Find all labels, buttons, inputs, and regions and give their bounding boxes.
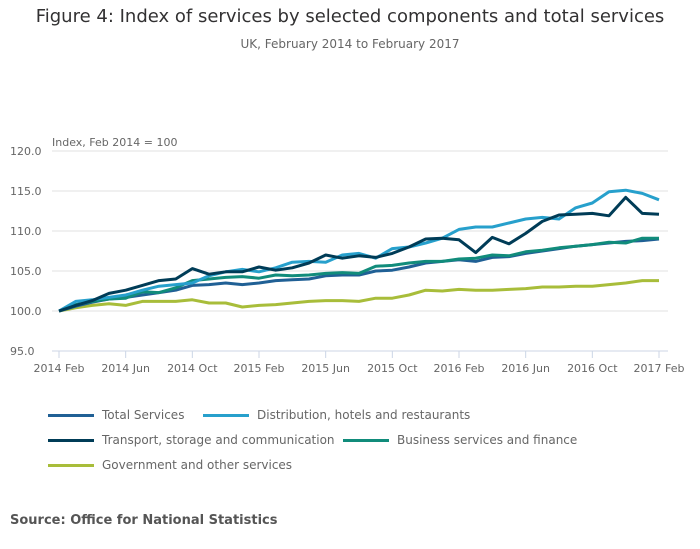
x-tick-label: 2016 Jun: [501, 362, 550, 375]
y-axis-label: Index, Feb 2014 = 100: [52, 136, 177, 149]
x-tick-label: 2015 Feb: [234, 362, 285, 375]
series-line-distribution-hotels-and-restaurants: [58, 188, 660, 313]
source-note: Source: Office for National Statistics: [10, 513, 278, 528]
line-chart: Index, Feb 2014 = 100 95.0 100.0 105.0 110.…: [10, 136, 685, 375]
y-tick-label: 110.0: [10, 225, 42, 238]
x-axis: 2014 Feb 2014 Jun 2014 Oct 2015 Feb 2015 Jun…: [34, 351, 685, 375]
x-tick-label: 2017 Feb: [634, 362, 685, 375]
legend-label: Total Services: [102, 408, 185, 422]
legend-item-government[interactable]: Government and other services: [48, 458, 292, 472]
y-tick-label: 100.0: [10, 305, 42, 318]
y-tick-label: 105.0: [10, 265, 42, 278]
legend-item-total-services[interactable]: Total Services: [48, 408, 184, 422]
x-tick-label: 2016 Feb: [434, 362, 485, 375]
legend-label: Business services and finance: [397, 433, 578, 447]
legend-swatch: [203, 413, 249, 417]
legend-swatch: [343, 438, 389, 442]
y-tick-label: 115.0: [10, 185, 42, 198]
legend-item-transport[interactable]: Transport, storage and communication: [48, 433, 335, 447]
legend-swatch: [48, 413, 94, 417]
legend-label: Distribution, hotels and restaurants: [257, 408, 471, 422]
y-tick-label: 95.0: [10, 345, 35, 358]
x-tick-label: 2014 Oct: [167, 362, 218, 375]
legend-swatch: [48, 438, 94, 442]
x-tick-label: 2015 Jun: [301, 362, 350, 375]
legend-item-business[interactable]: Business services and finance: [343, 433, 577, 447]
chart-subtitle: UK, February 2014 to February 2017: [240, 37, 460, 51]
legend-label: Government and other services: [102, 458, 293, 472]
legend-item-distribution[interactable]: Distribution, hotels and restaurants: [203, 408, 470, 422]
series-line-government-and-other-services: [58, 279, 659, 313]
series-line-transport-storage-and-communication: [58, 195, 660, 313]
gridlines: [52, 150, 668, 352]
x-tick-label: 2014 Feb: [34, 362, 85, 375]
legend-label: Transport, storage and communication: [102, 433, 335, 447]
x-tick-label: 2016 Oct: [567, 362, 618, 375]
series-lines: [58, 188, 660, 313]
series-line-business-services-and-finance: [58, 236, 659, 313]
y-tick-label: 120.0: [10, 145, 42, 158]
x-tick-label: 2014 Jun: [101, 362, 150, 375]
x-tick-label: 2015 Oct: [367, 362, 418, 375]
y-axis: 95.0 100.0 105.0 110.0 115.0 120.0: [10, 145, 42, 358]
legend-swatch: [48, 463, 94, 467]
chart-title: Figure 4: Index of services by selected …: [35, 6, 665, 27]
